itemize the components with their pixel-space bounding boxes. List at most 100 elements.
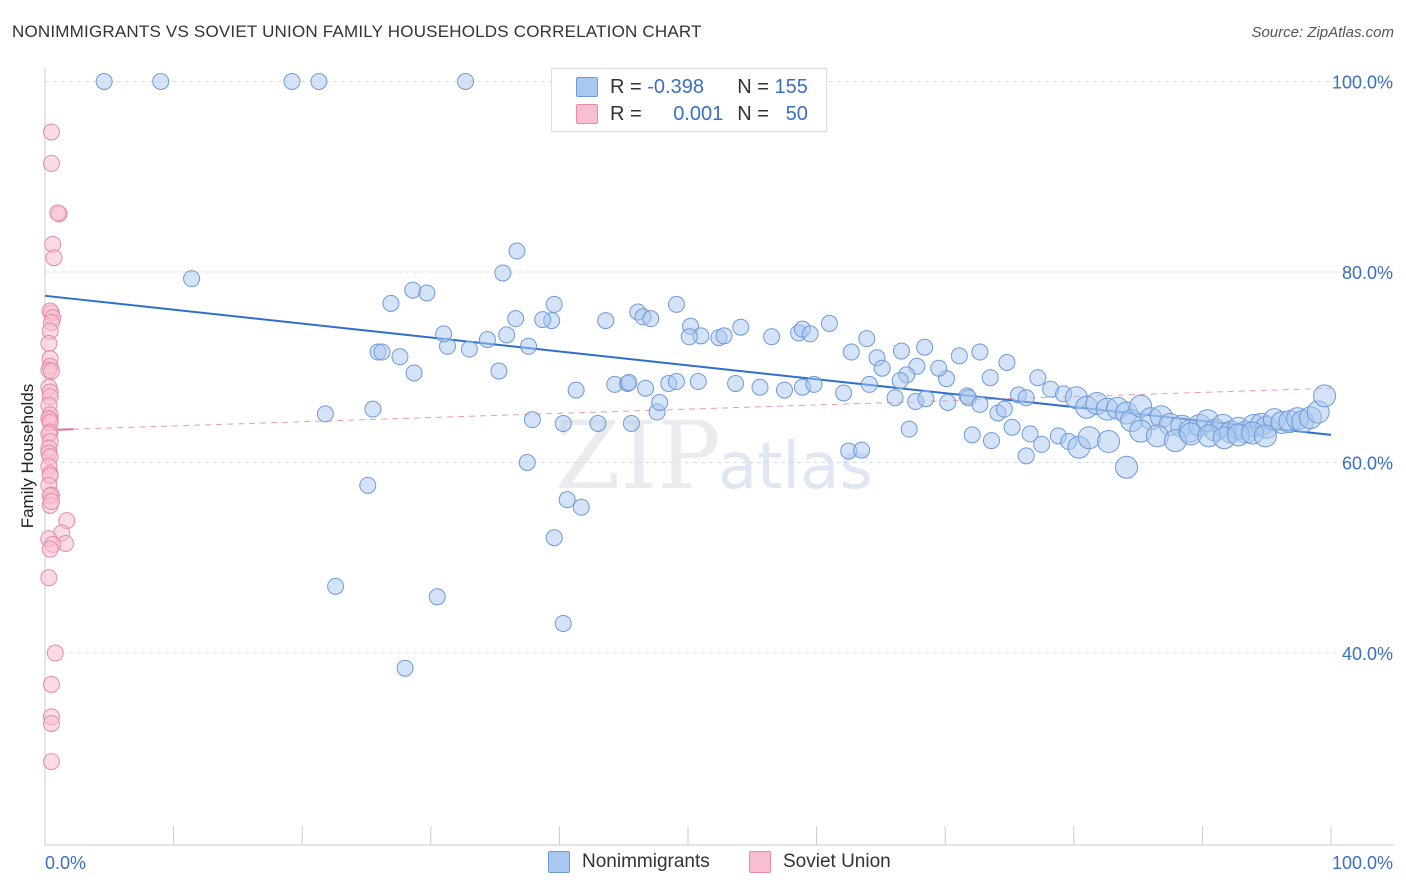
point-nonimmigrants [727,374,745,392]
point-nonimmigrants [982,432,1000,450]
bottom-legend-swatch-blue [548,851,570,873]
point-nonimmigrants [900,420,918,438]
point-nonimmigrants [732,318,750,336]
point-soviet-union [42,753,60,771]
point-nonimmigrants [930,359,948,377]
legend-r-label: R = [610,102,642,125]
point-nonimmigrants [1017,389,1035,407]
point-soviet-union [42,362,60,380]
point-nonimmigrants [801,325,819,343]
point-nonimmigrants [858,330,876,348]
point-soviet-union [41,540,59,558]
point-nonimmigrants [1115,455,1139,479]
point-nonimmigrants [1003,418,1021,436]
point-nonimmigrants [391,348,409,366]
point-soviet-union [42,493,60,511]
point-nonimmigrants [998,353,1016,371]
point-nonimmigrants [637,379,655,397]
point-nonimmigrants [622,414,640,432]
point-nonimmigrants [589,414,607,432]
legend-n-value: 50 [785,102,808,125]
point-nonimmigrants [971,395,989,413]
legend-r-value: 0.001 [673,102,724,125]
point-nonimmigrants [523,411,541,429]
point-nonimmigrants [327,577,345,595]
point-nonimmigrants [435,325,453,343]
point-nonimmigrants [507,310,525,328]
x-tick-label-max: 100.0% [1332,853,1393,873]
point-soviet-union [46,644,64,662]
point-nonimmigrants [567,381,585,399]
point-nonimmigrants [715,327,733,345]
point-nonimmigrants [620,373,638,391]
point-nonimmigrants [1077,426,1101,450]
legend-row-soviet-union: R = 0.001 N = 50 [576,102,808,126]
point-nonimmigrants [545,295,563,313]
point-nonimmigrants [152,73,170,90]
point-soviet-union [42,154,60,172]
chart-title: NONIMMIGRANTS VS SOVIET UNION FAMILY HOU… [12,22,702,41]
point-nonimmigrants [842,343,860,361]
point-nonimmigrants [183,270,201,288]
y-tick-label: 40.0% [1342,644,1393,664]
point-soviet-union [40,569,58,587]
point-nonimmigrants [316,405,334,423]
point-nonimmigrants [835,384,853,402]
points-layer [40,73,1337,771]
point-nonimmigrants [364,400,382,418]
point-nonimmigrants [820,314,838,332]
point-nonimmigrants [680,328,698,346]
bottom-legend-swatch-pink [749,851,771,873]
point-nonimmigrants [751,378,769,396]
point-nonimmigrants [404,281,422,299]
point-nonimmigrants [554,414,572,432]
point-soviet-union [42,123,60,141]
point-soviet-union [45,249,63,267]
point-soviet-union [49,204,67,222]
point-nonimmigrants [642,310,660,328]
stats-legend: R = -0.398 N = 155 R = 0.001 N = 50 [551,68,827,132]
point-nonimmigrants [457,73,475,90]
point-nonimmigrants [1253,424,1277,448]
point-nonimmigrants [667,373,685,391]
point-nonimmigrants [763,328,781,346]
y-tick-label: 60.0% [1342,454,1393,474]
point-nonimmigrants [1097,430,1121,454]
point-nonimmigrants [1033,435,1051,453]
point-nonimmigrants [396,659,414,677]
point-nonimmigrants [558,491,576,509]
point-soviet-union [42,714,60,732]
point-nonimmigrants [554,614,572,632]
point-nonimmigrants [1021,425,1039,443]
point-nonimmigrants [917,390,935,408]
point-nonimmigrants [667,295,685,313]
y-tick-label: 80.0% [1342,263,1393,283]
point-nonimmigrants [534,311,552,329]
point-nonimmigrants [805,375,823,393]
legend-n-value: 155 [774,75,808,98]
point-nonimmigrants [950,347,968,365]
bottom-legend-label: Soviet Union [783,851,891,872]
point-nonimmigrants [963,426,981,444]
grid-layer [45,81,1394,654]
point-nonimmigrants [971,343,989,361]
point-nonimmigrants [373,343,391,361]
point-soviet-union [42,675,60,693]
point-nonimmigrants [775,381,793,399]
point-nonimmigrants [981,369,999,387]
chart-source: Source: ZipAtlas.com [1251,24,1394,41]
bottom-legend-nonimmigrants: Nonimmigrants [548,851,710,873]
legend-n-label: N = [737,102,769,125]
point-nonimmigrants [1029,369,1047,387]
legend-r-value: -0.398 [647,75,704,98]
legend-swatch-pink [576,104,598,124]
legend-swatch-blue [576,77,598,97]
legend-n-label: N = [737,75,769,98]
point-nonimmigrants [892,342,910,360]
point-nonimmigrants [651,393,669,411]
point-nonimmigrants [572,498,590,516]
point-nonimmigrants [498,326,516,344]
watermark-atlas: atlas [718,430,873,504]
point-nonimmigrants [860,375,878,393]
